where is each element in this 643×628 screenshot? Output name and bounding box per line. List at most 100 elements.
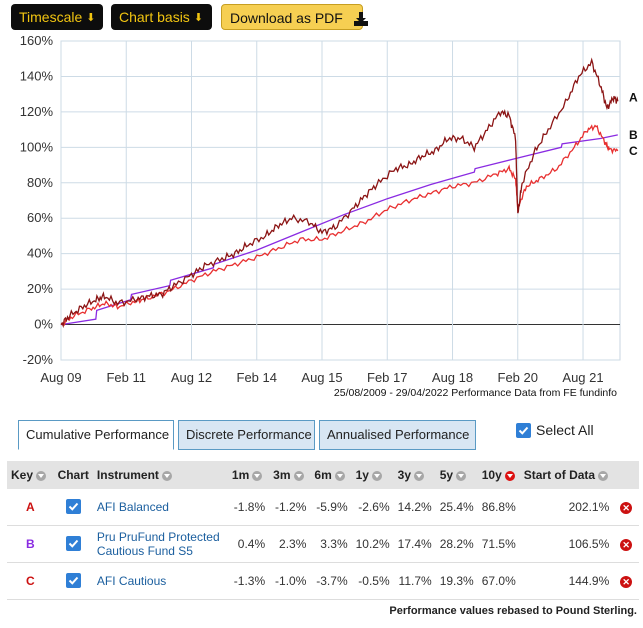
sort-arrow-icon bbox=[456, 470, 467, 481]
cell-3m: -1.2% bbox=[269, 489, 311, 526]
series-end-label: A bbox=[629, 91, 638, 105]
row-key: B bbox=[7, 525, 54, 563]
sort-arrow-active-icon bbox=[504, 470, 515, 481]
table-row: B Pru PruFund Protected Cautious Fund S5 0… bbox=[7, 525, 639, 563]
tab-discrete-performance[interactable]: Discrete Performance bbox=[178, 420, 315, 450]
col-6m-label: 6m bbox=[314, 468, 332, 482]
col-1y-label: 1y bbox=[355, 468, 369, 482]
checkbox-checked-icon bbox=[516, 422, 531, 438]
chart-toggle-cell bbox=[53, 562, 93, 600]
y-tick-label: 120% bbox=[20, 104, 54, 119]
chart-grid bbox=[60, 40, 621, 361]
series-end-label: C bbox=[629, 144, 638, 158]
col-1m[interactable]: 1m bbox=[227, 461, 270, 489]
remove-cell: ✕ bbox=[613, 489, 639, 526]
table-row: A AFI Balanced -1.8% -1.2% -5.9% -2.6% 14.2% 25… bbox=[7, 489, 639, 526]
cell-6m: -5.9% bbox=[310, 489, 352, 526]
col-chart: Chart bbox=[53, 461, 93, 489]
chevron-down-icon: ⬇ bbox=[193, 12, 204, 24]
cell-5y: 19.3% bbox=[435, 562, 478, 600]
col-instrument-label: Instrument bbox=[96, 468, 159, 482]
sort-arrow-icon bbox=[334, 470, 345, 481]
tab-label: Annualised Performance bbox=[327, 427, 470, 442]
col-key[interactable]: Key bbox=[7, 461, 54, 489]
series-end-label: B bbox=[629, 128, 638, 142]
cell-start-of-data: 144.9% bbox=[519, 562, 614, 600]
instrument-link[interactable]: Pru PruFund Protected Cautious Fund S5 bbox=[92, 525, 228, 563]
x-tick-label: Aug 18 bbox=[432, 370, 473, 385]
instrument-link[interactable]: AFI Cautious bbox=[92, 562, 228, 600]
col-1y[interactable]: 1y bbox=[351, 461, 394, 489]
col-5y[interactable]: 5y bbox=[435, 461, 478, 489]
col-key-label: Key bbox=[11, 468, 34, 482]
col-10y[interactable]: 10y bbox=[477, 461, 520, 489]
remove-icon[interactable]: ✕ bbox=[620, 539, 633, 551]
chart-toggle-checkbox[interactable] bbox=[65, 573, 81, 588]
cell-start-of-data: 202.1% bbox=[519, 489, 614, 526]
cell-6m: 3.3% bbox=[310, 525, 352, 563]
sort-arrow-icon bbox=[371, 470, 382, 481]
col-3y[interactable]: 3y bbox=[393, 461, 436, 489]
cell-5y: 28.2% bbox=[435, 525, 478, 563]
download-pdf-label: Download as PDF bbox=[230, 10, 343, 26]
y-tick-label: 60% bbox=[27, 210, 53, 225]
chevron-down-icon: ⬇ bbox=[86, 12, 96, 24]
tab-cumulative-performance[interactable]: Cumulative Performance bbox=[18, 420, 174, 450]
chart-basis-button[interactable]: Chart basis ⬇ bbox=[111, 4, 212, 30]
cell-1y: -0.5% bbox=[351, 562, 394, 600]
plot-area bbox=[60, 40, 621, 361]
timescale-button[interactable]: Timescale ⬇ bbox=[11, 4, 103, 30]
series-line-b bbox=[60, 134, 618, 326]
footer-note: Performance values rebased to Pound Ster… bbox=[389, 605, 637, 617]
cell-10y: 86.8% bbox=[477, 489, 520, 526]
col-10y-label: 10y bbox=[481, 468, 502, 482]
cell-5y: 25.4% bbox=[435, 489, 478, 526]
chart-toggle-cell bbox=[53, 525, 93, 563]
select-all-checkbox[interactable]: Select All bbox=[516, 422, 594, 438]
remove-icon[interactable]: ✕ bbox=[620, 502, 633, 514]
row-key: A bbox=[7, 489, 54, 526]
x-tick-label: Feb 11 bbox=[106, 370, 146, 385]
y-tick-label: 40% bbox=[27, 246, 53, 261]
tab-label: Cumulative Performance bbox=[26, 427, 170, 442]
cell-1m: -1.3% bbox=[227, 562, 270, 600]
col-3m[interactable]: 3m bbox=[269, 461, 311, 489]
col-3y-label: 3y bbox=[397, 468, 412, 482]
x-tick-label: Aug 21 bbox=[562, 370, 603, 385]
remove-icon[interactable]: ✕ bbox=[620, 576, 633, 588]
cell-10y: 71.5% bbox=[477, 525, 520, 563]
x-tick-label: Feb 20 bbox=[498, 370, 538, 385]
col-chart-label: Chart bbox=[57, 468, 89, 482]
y-tick-label: 20% bbox=[27, 281, 53, 296]
cell-1y: -2.6% bbox=[351, 489, 394, 526]
performance-table: Key Chart Instrument 1m 3m 6m 1y 3y 5y 1… bbox=[7, 461, 639, 600]
col-6m[interactable]: 6m bbox=[310, 461, 352, 489]
col-instrument[interactable]: Instrument bbox=[92, 461, 228, 489]
y-tick-label: -20% bbox=[23, 352, 54, 367]
chart-toggle-checkbox[interactable] bbox=[65, 536, 81, 551]
sort-arrow-icon bbox=[293, 470, 304, 481]
col-start-of-data[interactable]: Start of Data bbox=[519, 461, 614, 489]
table-header-row: Key Chart Instrument 1m 3m 6m 1y 3y 5y 1… bbox=[7, 461, 639, 489]
tab-label: Discrete Performance bbox=[186, 427, 312, 442]
sort-arrow-icon bbox=[36, 470, 47, 481]
download-pdf-button[interactable]: Download as PDF bbox=[221, 4, 368, 30]
col-5y-label: 5y bbox=[439, 468, 454, 482]
tab-annualised-performance[interactable]: Annualised Performance bbox=[319, 420, 476, 450]
col-start-of-data-label: Start of Data bbox=[523, 468, 596, 482]
y-axis-ticks: 160% 140% 120% 100% 80% 60% 40% 20% 0% -20% bbox=[20, 34, 54, 367]
chart-toggle-checkbox[interactable] bbox=[65, 499, 81, 514]
sort-arrow-icon bbox=[161, 470, 172, 481]
y-tick-label: 80% bbox=[27, 175, 53, 190]
col-1m-label: 1m bbox=[231, 468, 250, 482]
cell-start-of-data: 106.5% bbox=[519, 525, 614, 563]
cell-3m: 2.3% bbox=[269, 525, 311, 563]
instrument-link[interactable]: AFI Balanced bbox=[92, 489, 228, 526]
cell-6m: -3.7% bbox=[310, 562, 352, 600]
col-remove bbox=[613, 461, 639, 489]
cell-3m: -1.0% bbox=[269, 562, 311, 600]
sort-arrow-icon bbox=[252, 470, 263, 481]
chart-series bbox=[60, 57, 619, 329]
series-end-labels: A BC bbox=[629, 91, 638, 158]
x-tick-label: Feb 17 bbox=[367, 370, 407, 385]
